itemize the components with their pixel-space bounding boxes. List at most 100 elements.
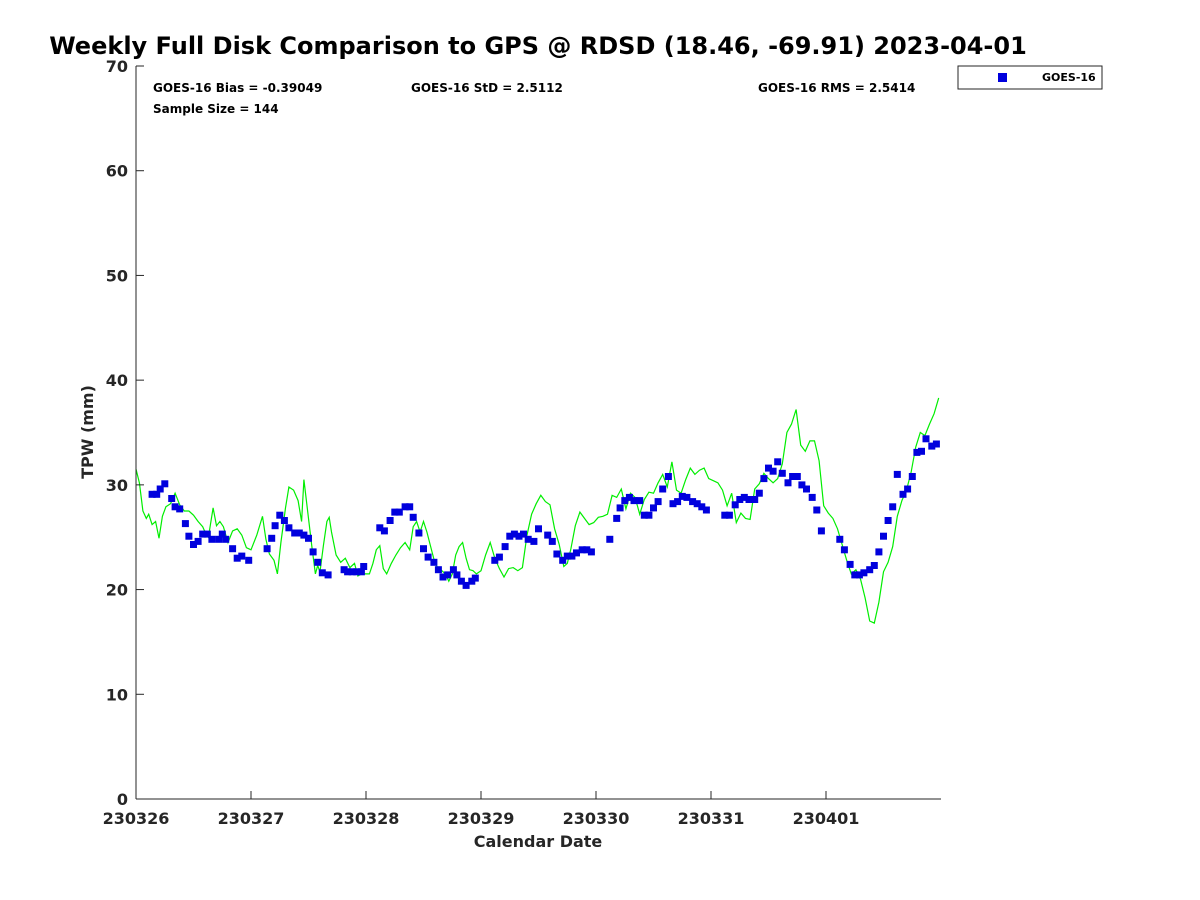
goes-16-point [295,529,303,537]
x-tick-label: 230328 [333,809,400,828]
goes-16-point [291,529,299,537]
goes-16-point [769,467,777,475]
goes-16-point [613,514,621,522]
goes-16-point [587,548,595,556]
goes-16-point [548,537,556,545]
goes-16-point [860,569,868,577]
goes-16-point [689,498,697,506]
goes-16-point [348,568,356,576]
goes-16-point [636,497,644,505]
x-axis-label: Calendar Date [474,832,603,851]
chart-title: Weekly Full Disk Comparison to GPS @ RDS… [49,32,1027,60]
goes-16-point [836,535,844,543]
goes-16-point [215,535,223,543]
goes-16-point [563,552,571,560]
goes-16-point [913,448,921,456]
goes-16-point [731,501,739,509]
axes: 0 10 20 30 40 50 60 70 230326 230327 230328 230329 2… [103,57,941,828]
goes-16-point [181,520,189,528]
goes-16-point [760,475,768,483]
rms-stat: GOES-16 RMS = 2.5414 [758,81,915,95]
goes-16-point [659,485,667,493]
goes-16-point [640,511,648,519]
goes-16-point [669,500,677,508]
goes-16-point [453,571,461,579]
goes-16-point [866,566,874,574]
goes-16-point [471,574,479,582]
std-stat: GOES-16 StD = 2.5112 [411,81,563,95]
y-tick-label: 40 [106,371,128,390]
goes-16-point [918,447,925,455]
goes-16-point [386,517,394,524]
goes-16-point [736,496,744,503]
goes-16-point [875,548,883,556]
goes-16-point [401,503,409,511]
goes-16-point [789,473,797,480]
goes-16-point [544,531,552,539]
y-tick-label: 60 [106,162,128,181]
goes-16-point [203,530,211,538]
goes-16-point [553,550,561,558]
goes-16-point [889,503,897,511]
goes-16-point [506,532,514,540]
goes-16-point [430,558,438,566]
goes-16-point [501,543,509,551]
goes-16-point [171,503,179,511]
goes-16-point [309,548,317,556]
goes-16-point [185,532,193,540]
goes-16-point [238,552,246,560]
goes-16-point [606,535,614,543]
goes-16-point [645,511,653,519]
goes-16-point [395,508,403,516]
goes-16-point [621,497,629,505]
goes-16-point [222,535,230,543]
goes-16-point [899,490,907,498]
goes-16-point [578,546,586,554]
goes-16-point [654,498,662,506]
goes-16-point [765,464,772,472]
legend-marker [998,73,1007,82]
goes-16-point [491,556,499,564]
goes-16-point [535,525,542,533]
goes-16-point [625,493,633,501]
goes-16-point [774,458,782,466]
goes-16-point [424,553,432,561]
goes-16-point [693,500,701,508]
goes-16-point [190,541,197,548]
goes-16-point [904,485,912,493]
goes-16-point [740,493,748,501]
goes-16-point [148,490,156,498]
goes-16-point [161,480,169,488]
goes-16-point [846,560,854,568]
goes-16-point [318,569,326,577]
goes-16-series [148,435,940,589]
y-tick-label: 10 [106,685,128,704]
x-tick-label: 230330 [563,809,630,828]
goes-16-point [808,493,816,501]
goes-16-point [880,532,887,540]
goes-16-point [583,546,591,554]
goes-16-point [380,527,388,535]
goes-16-point [462,581,470,589]
goes-16-point [194,537,202,545]
goes-16-point [813,506,821,514]
goes-16-point [893,470,901,478]
goes-16-point [406,503,414,511]
goes-16-point [630,497,638,505]
goes-16-point [683,493,691,501]
y-tick-label: 0 [117,790,128,809]
goes-16-point [391,508,399,516]
goes-16-point [449,566,457,574]
x-tick-label: 230327 [218,809,285,828]
goes-16-point [817,527,825,535]
goes-16-point [928,442,936,450]
sample-size-stat: Sample Size = 144 [153,102,279,116]
goes-16-point [559,556,567,564]
goes-16-point [745,496,753,503]
goes-16-point [218,530,226,538]
legend: GOES-16 [957,65,1103,90]
goes-16-point [922,435,930,443]
goes-16-point [755,489,763,497]
goes-16-point [360,563,368,570]
